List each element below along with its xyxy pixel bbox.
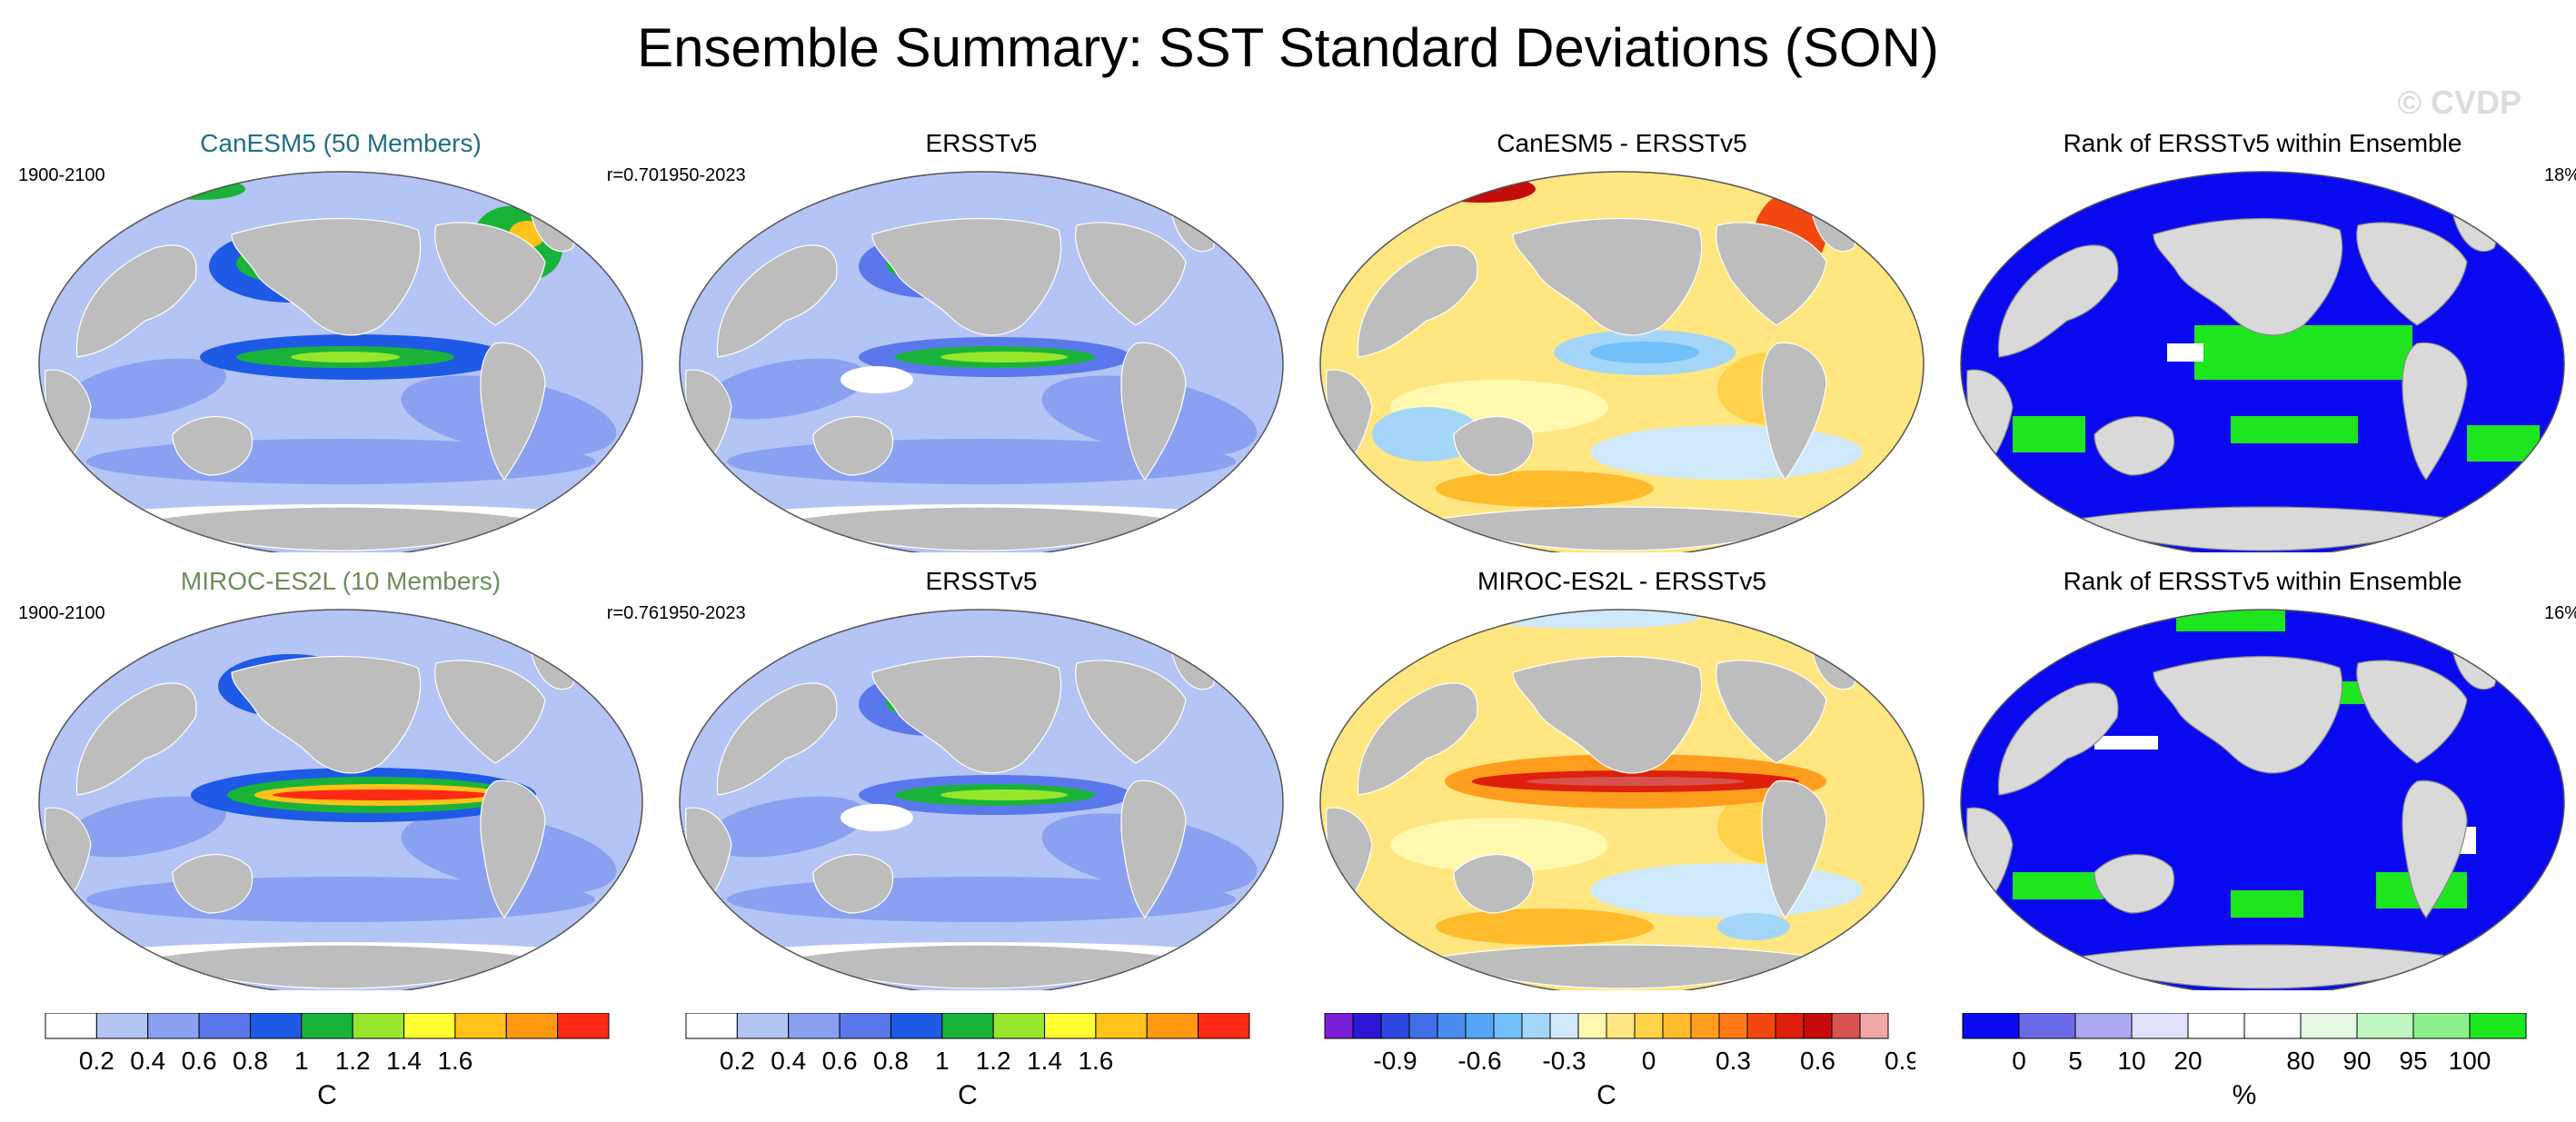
colorbar-tick-label: 0.3 <box>1716 1047 1751 1075</box>
colorbar-unit: C <box>1596 1080 1616 1110</box>
sst-map <box>679 609 1284 990</box>
colorbar-tick-label: 0.4 <box>771 1047 806 1075</box>
colorbar-tick-label: 95 <box>2399 1047 2427 1075</box>
colorbar-tick-label: 1.2 <box>335 1047 371 1075</box>
colorbar-unit: C <box>958 1080 978 1110</box>
rank-percent-label: 16% <box>2543 603 2576 623</box>
sst-map <box>679 171 1284 552</box>
colorbar-tick-label: 0 <box>1642 1047 1656 1075</box>
colorbar: 0.2 0.4 0.6 0.8 1 1.2 1.4 1.6 C <box>45 1013 610 1110</box>
rank-map <box>1960 171 2565 552</box>
colorbar-tick-label: 1.6 <box>1078 1047 1113 1075</box>
colorbar-tick-label: -0.6 <box>1457 1047 1501 1075</box>
colorbar-tick-label: 1 <box>294 1047 309 1075</box>
colorbar-tick-label: -0.9 <box>1373 1047 1417 1075</box>
sst-map <box>38 171 643 552</box>
period-label: 1950-2023 <box>659 165 746 185</box>
colorbar-unit: C <box>317 1080 337 1110</box>
colorbar-tick-label: 0 <box>2012 1047 2026 1075</box>
panel-title: MIROC-ES2L - ERSSTv5 <box>1477 567 1766 595</box>
colorbar-tick-label: 0.6 <box>822 1047 858 1075</box>
colorbar-tick-label: -0.3 <box>1542 1047 1586 1075</box>
correlation-label: r=0.70 <box>606 165 659 185</box>
period-label: 1950-2023 <box>659 603 746 623</box>
diff-map <box>1319 171 1925 552</box>
colorbar: 0 5 10 20 80 90 95 100% <box>1962 1013 2527 1110</box>
correlation-label: r=0.76 <box>606 603 659 623</box>
sst-map <box>38 609 643 990</box>
panel-title: Rank of ERSSTv5 within Ensemble <box>2063 567 2462 595</box>
colorbar-tick-label: 1.2 <box>976 1047 1011 1075</box>
colorbar-tick-label: 1 <box>935 1047 950 1075</box>
colorbar-unit: % <box>2233 1080 2257 1110</box>
colorbar-tick-label: 100 <box>2449 1047 2491 1075</box>
colorbar-tick-label: 1.4 <box>1027 1047 1062 1075</box>
colorbar-tick-label: 1.4 <box>386 1047 422 1075</box>
colorbar-tick-label: 0.8 <box>233 1047 268 1075</box>
rank-percent-label: 18% <box>2543 165 2576 185</box>
colorbar-tick-label: 0.6 <box>182 1047 217 1075</box>
rank-map <box>1960 609 2565 990</box>
colorbar-tick-label: 0.6 <box>1800 1047 1835 1075</box>
colorbar-tick-label: 1.6 <box>437 1047 472 1075</box>
figure-title: Ensemble Summary: SST Standard Deviation… <box>637 17 1939 78</box>
cvdp-watermark: © CVDP <box>2397 84 2521 121</box>
diff-map <box>1319 609 1925 990</box>
panel-title: MIROC-ES2L (10 Members) <box>180 567 502 595</box>
panel-title: CanESM5 (50 Members) <box>200 129 482 157</box>
panel-title: Rank of ERSSTv5 within Ensemble <box>2063 129 2462 157</box>
panel-title: ERSSTv5 <box>925 567 1038 595</box>
colorbar: -0.9 -0.6 -0.3 0 0.3 0.6 0.9 C <box>1324 1013 1915 1110</box>
period-label: 1900-2100 <box>18 603 105 623</box>
colorbar-tick-label: 90 <box>2342 1047 2371 1075</box>
colorbar-tick-label: 80 <box>2286 1047 2314 1075</box>
colorbar-tick-label: 5 <box>2068 1047 2083 1075</box>
colorbar-tick-label: 0.9 <box>1885 1047 1915 1075</box>
colorbar-tick-label: 0.8 <box>873 1047 909 1075</box>
colorbar: 0.2 0.4 0.6 0.8 1 1.2 1.4 1.6 C <box>685 1013 1250 1110</box>
colorbar-tick-label: 20 <box>2173 1047 2202 1075</box>
colorbar-tick-label: 10 <box>2117 1047 2145 1075</box>
panel-title: CanESM5 - ERSSTv5 <box>1497 129 1747 157</box>
panel-title: ERSSTv5 <box>925 129 1038 157</box>
colorbar-tick-label: 0.2 <box>79 1047 114 1075</box>
colorbar-tick-label: 0.2 <box>720 1047 755 1075</box>
period-label: 1900-2100 <box>18 165 105 185</box>
colorbar-tick-label: 0.4 <box>130 1047 165 1075</box>
